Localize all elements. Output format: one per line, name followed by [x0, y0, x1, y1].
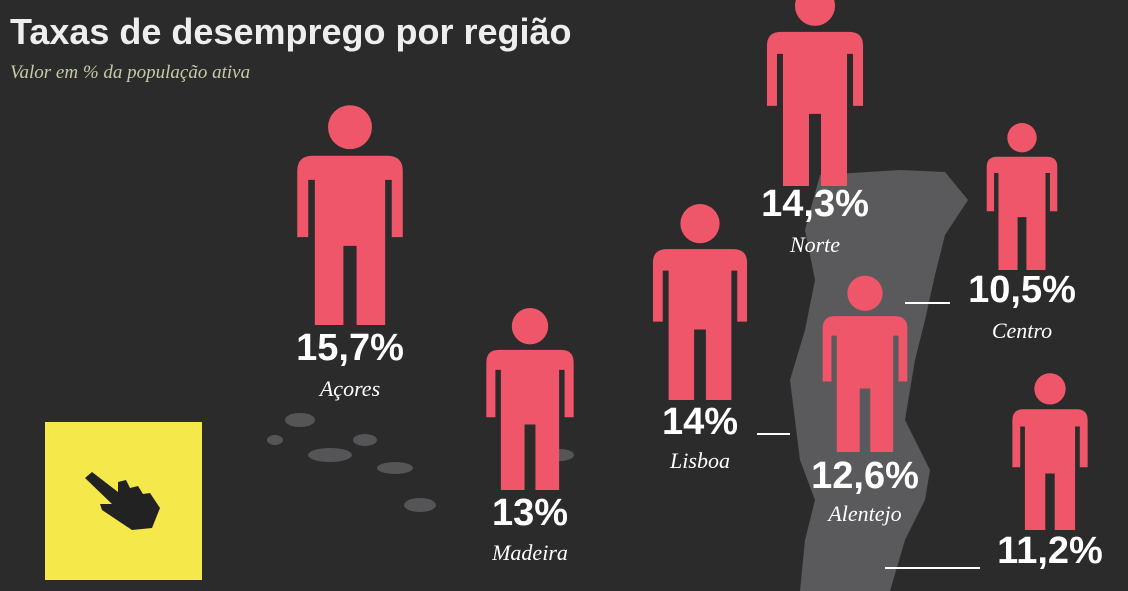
- person-icon: [652, 204, 748, 400]
- value-label: 13%: [492, 492, 568, 534]
- map-islands: [267, 413, 574, 512]
- hand-icon: [85, 472, 160, 530]
- region-label: Lisboa: [669, 448, 730, 473]
- value-label: 14,3%: [761, 183, 869, 225]
- person-icon: [486, 308, 574, 490]
- person-icon: [986, 123, 1058, 270]
- value-label: 14%: [662, 401, 738, 443]
- value-label: 10,5%: [968, 269, 1076, 311]
- value-label: 15,7%: [296, 327, 404, 369]
- region-label: Madeira: [491, 540, 568, 565]
- person-icon: [1012, 373, 1088, 530]
- region-label: Açores: [318, 376, 380, 401]
- region-label: Norte: [789, 232, 840, 257]
- region-label: Centro: [992, 318, 1052, 343]
- value-label: 11,2%: [997, 530, 1103, 572]
- person-icon: [766, 0, 864, 186]
- person-icon: [297, 105, 403, 325]
- region-label: Alentejo: [826, 501, 901, 526]
- value-label: 12,6%: [811, 455, 919, 497]
- chart-title: Taxas de desemprego por região: [10, 11, 572, 52]
- person-icon: [822, 275, 908, 452]
- chart-subtitle: Valor em % da população ativa: [10, 62, 250, 83]
